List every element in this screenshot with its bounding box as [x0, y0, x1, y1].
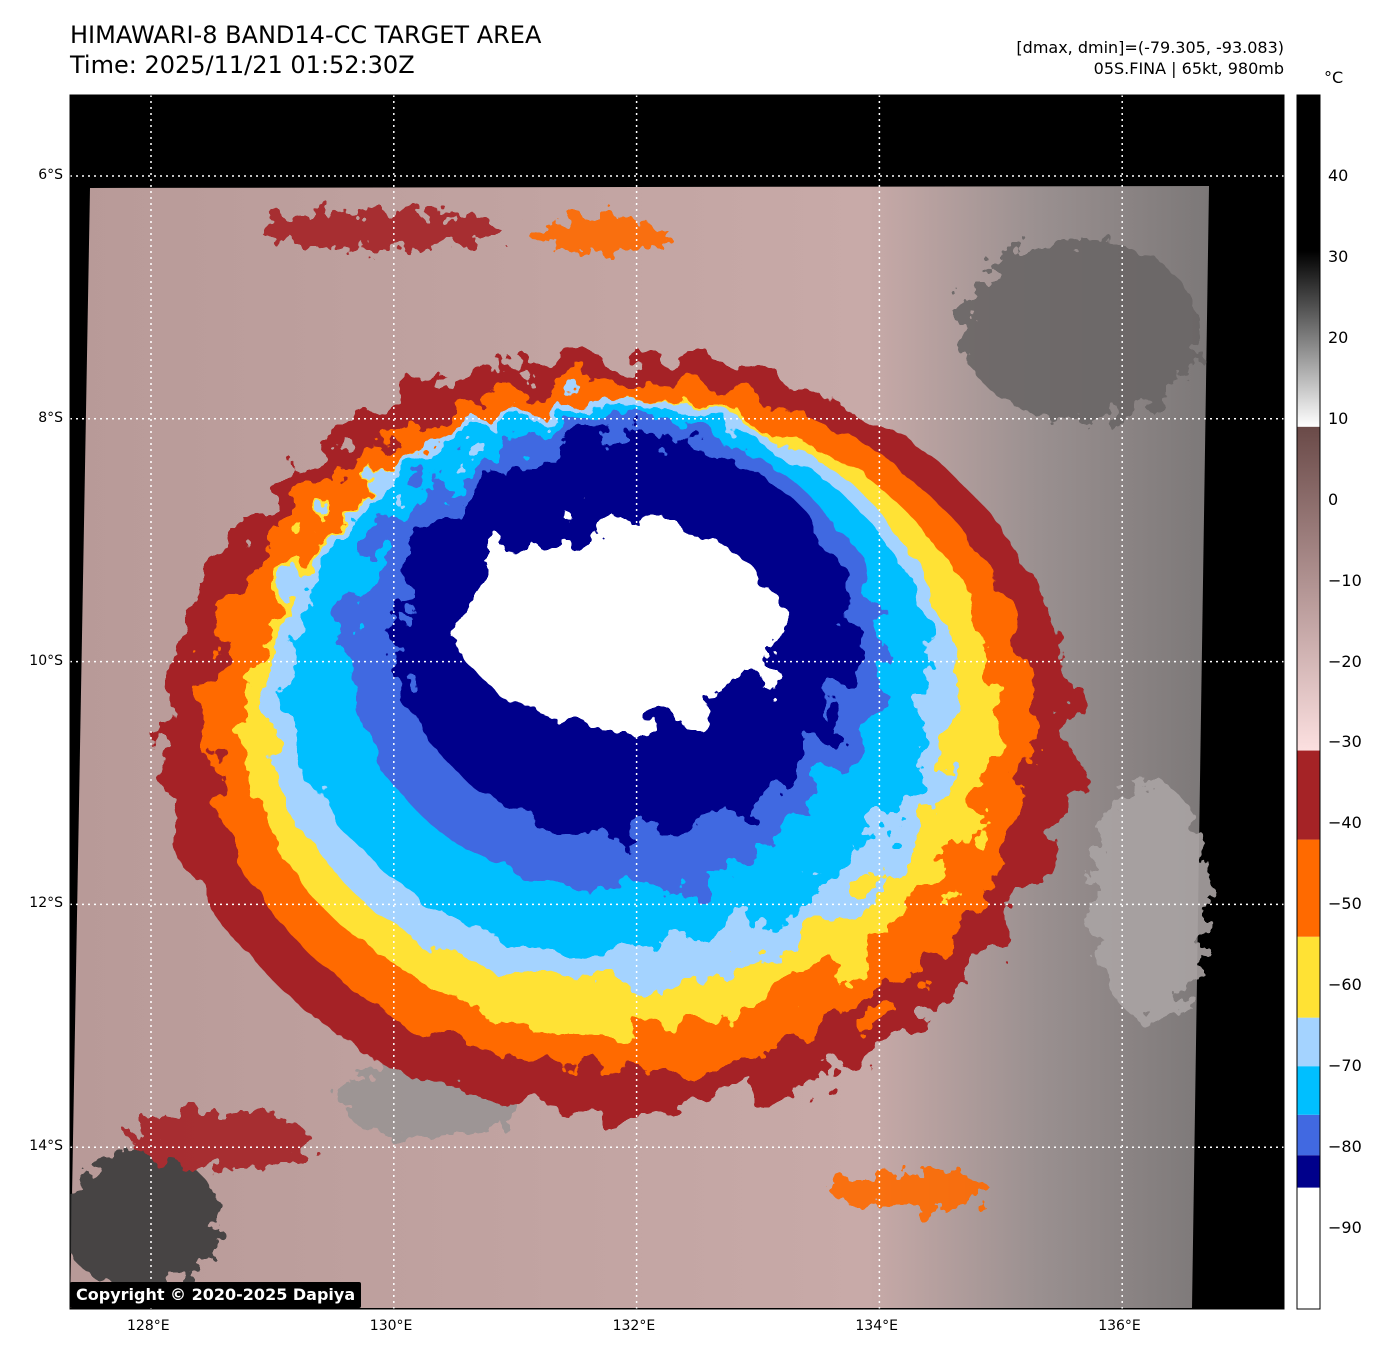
colorbar-unit: °C: [1324, 68, 1344, 87]
colorbar-tick-label: −30: [1328, 732, 1362, 752]
lat-tick-label: 14°S: [29, 1138, 63, 1155]
colorbar-tick-label: 20: [1328, 327, 1349, 347]
cloud-texture: [70, 210, 1210, 1290]
colorbar-tick-label: 0: [1328, 489, 1339, 509]
lon-tick-label: 134°E: [855, 1318, 898, 1334]
lat-tick-label: 8°S: [38, 409, 63, 426]
colorbar-tick-label: −60: [1328, 975, 1362, 995]
lat-tick-label: 12°S: [29, 895, 63, 912]
storm-cloud-shield: [165, 355, 1075, 1115]
colorbar-segment: [1297, 1155, 1320, 1188]
lon-tick-label: 136°E: [1098, 1318, 1141, 1334]
copyright-label: Copyright © 2020-2025 Dapiya: [70, 1282, 362, 1308]
colorbar-segment: [1297, 839, 1320, 937]
colorbar-tick-label: −50: [1328, 894, 1362, 914]
colorbar-segment: [1297, 750, 1320, 840]
lon-tick-label: 132°E: [612, 1318, 656, 1334]
lon-tick-label: 130°E: [369, 1318, 413, 1334]
temperature-range-text: [dmax, dmin]=(-79.305, -93.083): [1016, 38, 1284, 57]
colorbar-segment: [1297, 1114, 1320, 1156]
colorbar-frame: [1296, 94, 1321, 1310]
map-frame: [69, 94, 1285, 1310]
chart-time: Time: 2025/11/21 01:52:30Z: [70, 51, 415, 79]
colorbar-tick-label: 30: [1328, 246, 1349, 266]
lat-tick-label: 6°S: [38, 167, 63, 183]
colorbar-tick-label: −10: [1328, 570, 1362, 590]
colorbar-gray-segment: [1297, 95, 1320, 427]
colorbar-brown-segment: [1297, 426, 1320, 751]
colorbar-tick-label: −90: [1328, 1218, 1362, 1238]
colorbar-tick-label: −70: [1328, 1056, 1362, 1076]
colorbar-segment: [1297, 1187, 1320, 1309]
colorbar-tick-label: 40: [1328, 165, 1349, 185]
storm-info-text: 05S.FINA | 65kt, 980mb: [1093, 59, 1284, 78]
chart-title: HIMAWARI-8 BAND14-CC TARGET AREA: [70, 21, 542, 49]
colorbar-segment: [1297, 1066, 1320, 1115]
colorbar-tick-label: −20: [1328, 651, 1362, 671]
colorbar: [1296, 94, 1321, 1310]
colorbar-tick-label: −80: [1328, 1137, 1362, 1157]
colorbar-tick-label: −40: [1328, 813, 1362, 833]
colorbar-segment: [1297, 1017, 1320, 1067]
lat-tick-label: 10°S: [29, 652, 63, 669]
lon-tick-label: 128°E: [127, 1318, 170, 1334]
graticule: [70, 95, 1284, 1309]
colorbar-tick-label: 10: [1328, 408, 1349, 428]
colorbar-segment: [1297, 936, 1320, 1018]
